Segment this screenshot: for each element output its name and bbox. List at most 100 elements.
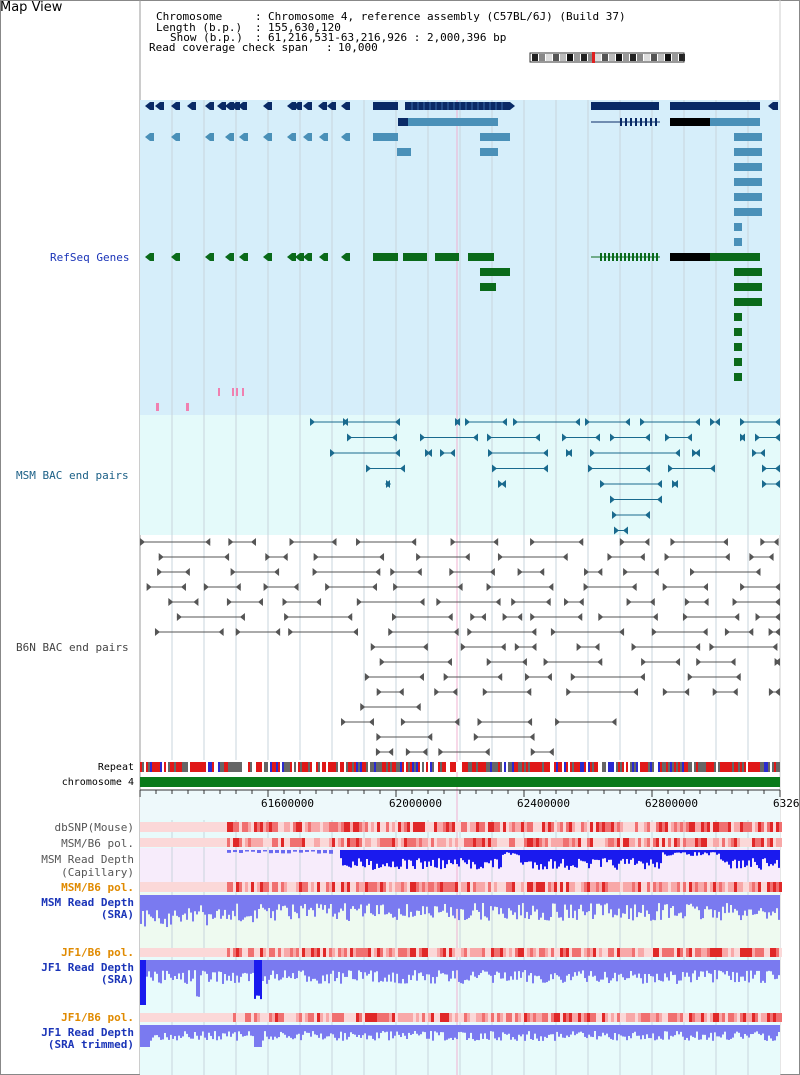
dbsnp-heat	[554, 822, 557, 832]
msm-b6-pol-heat-2	[311, 882, 314, 892]
track-label-msm-bac[interactable]: MSM BAC end pairs	[16, 469, 129, 482]
jf1-b6-pol-heat-2	[563, 1013, 566, 1022]
msm-b6-pol-heat	[197, 838, 200, 847]
capillary-depth-bar	[257, 850, 261, 854]
msm-b6-pol-heat-2	[515, 882, 518, 892]
capillary-depth-bar	[612, 850, 614, 866]
jf1-b6-pol-heat-2	[149, 1013, 152, 1022]
jf1-trim-depth-bar	[606, 1025, 608, 1034]
msm-sra-depth-bar	[654, 895, 656, 921]
jf1-sra-depth-bar	[358, 960, 360, 971]
msm-sra-depth-bar	[658, 895, 660, 904]
repeat-segment	[150, 762, 152, 772]
jf1-sra-depth-bar	[376, 960, 378, 972]
jf1-b6-pol-heat-2	[611, 1013, 614, 1022]
msm-sra-depth-bar	[670, 895, 672, 908]
jf1-sra-depth-bar	[210, 960, 212, 980]
jf1-b6-pol-heat-2	[437, 1013, 440, 1022]
repeat-segment	[244, 762, 246, 772]
repeat-segment	[428, 762, 430, 772]
jf1-b6-pol-heat	[146, 948, 149, 957]
jf1-b6-pol-heat	[458, 948, 461, 957]
msm-b6-pol-heat-2	[764, 882, 767, 892]
b6n-bac-pair-end	[422, 748, 428, 756]
b6n-bac-pair-end	[639, 553, 645, 561]
msm-bac-pair-end	[330, 449, 335, 457]
track-label-msm-b6-pol-2[interactable]: MSM/B6 pol.	[61, 881, 134, 894]
dbsnp-heat	[455, 822, 458, 832]
jf1-trim-depth-bar	[740, 1025, 742, 1037]
ideogram-band	[553, 54, 559, 61]
repeat-segment	[266, 762, 268, 772]
repeat-segment	[256, 762, 258, 772]
msm-b6-pol-heat-2	[632, 882, 635, 892]
track-label-repeat[interactable]: Repeat	[97, 762, 134, 773]
track-label-msm-b6-pol[interactable]: MSM/B6 pol.	[61, 837, 134, 850]
msm-b6-pol-heat-2	[572, 882, 575, 892]
jf1-trim-depth-bar	[594, 1025, 596, 1032]
track-label-jf1-depth-trim[interactable]: JF1 Read Depth	[41, 1026, 134, 1039]
jf1-sra-depth-bar	[764, 960, 766, 983]
jf1-sra-depth-bar	[628, 960, 630, 979]
repeat-segment	[194, 762, 196, 772]
capillary-depth-bar	[762, 850, 764, 860]
msm-bac-pair-end	[488, 449, 493, 457]
msm-bac-pair-end	[762, 464, 767, 473]
dbsnp-heat	[737, 822, 740, 832]
jf1-b6-pol-heat-2	[746, 1013, 749, 1022]
track-label-jf1-b6-pol-2[interactable]: JF1/B6 pol.	[61, 1011, 134, 1024]
length-value: 155,630,120	[268, 21, 341, 34]
dbsnp-heat	[218, 822, 221, 832]
b6n-bac-pair-end	[489, 568, 495, 576]
msm-sra-depth-bar	[466, 895, 468, 920]
msm-b6-pol-heat-2	[503, 882, 506, 892]
msm-sra-depth-bar	[276, 895, 278, 910]
capillary-depth-bar	[590, 850, 592, 864]
repeat-segment	[500, 762, 502, 772]
msm-b6-pol-heat-2	[317, 882, 320, 892]
jf1-trim-depth-bar	[652, 1025, 654, 1034]
page-title: Map View	[0, 0, 63, 15]
jf1-sra-depth-bar	[478, 960, 480, 976]
msm-sra-depth-bar	[574, 895, 576, 911]
repeat-segment	[712, 762, 714, 772]
msm-b6-pol-heat	[731, 838, 734, 847]
capillary-depth-bar	[540, 850, 542, 865]
dbsnp-heat	[320, 822, 323, 832]
jf1-sra-depth-bar	[706, 960, 708, 971]
track-label-msm-depth-sra[interactable]: MSM Read Depth	[41, 896, 134, 909]
track-label-chromosome[interactable]: chromosome 4	[61, 777, 134, 788]
msm-b6-pol-heat	[635, 838, 638, 847]
jf1-b6-pol-heat-2	[479, 1013, 482, 1022]
jf1-b6-pol-heat-2	[221, 1013, 224, 1022]
dbsnp-heat	[482, 822, 485, 832]
gene-exon	[160, 102, 164, 110]
gene-exon	[346, 253, 350, 261]
dbsnp-heat	[563, 822, 566, 832]
track-label-dbsnp[interactable]: dbSNP(Mouse)	[54, 821, 134, 834]
msm-sra-depth-bar	[672, 895, 674, 907]
msm-b6-pol-heat-2	[560, 882, 563, 892]
msm-b6-pol-heat	[653, 838, 656, 847]
msm-sra-depth-bar	[696, 895, 698, 907]
msm-b6-pol-heat-2	[677, 882, 680, 892]
track-label-jf1-b6-pol[interactable]: JF1/B6 pol.	[61, 946, 134, 959]
repeat-segment	[496, 762, 498, 772]
track-label-refseq[interactable]: RefSeq Genes	[50, 251, 130, 264]
track-label-b6n-bac[interactable]: B6N BAC end pairs	[16, 641, 129, 654]
track-label-jf1-depth-sra[interactable]: JF1 Read Depth	[41, 961, 134, 974]
jf1-trim-depth-bar	[266, 1025, 268, 1037]
capillary-depth-bar	[588, 850, 590, 869]
msm-sra-depth-bar	[172, 895, 174, 916]
repeat-segment	[164, 762, 166, 772]
show-key: Show (b.p.)	[170, 31, 243, 44]
msm-b6-pol-heat-2	[428, 882, 431, 892]
msm-b6-pol-heat-2	[206, 882, 209, 892]
jf1-trim-depth-bar	[294, 1025, 296, 1039]
dbsnp-heat	[191, 822, 194, 832]
track-label-msm-depth-capillary[interactable]: MSM Read Depth	[41, 853, 134, 866]
b6n-bac-pair-end	[368, 718, 374, 726]
capillary-depth-bar	[672, 850, 674, 855]
